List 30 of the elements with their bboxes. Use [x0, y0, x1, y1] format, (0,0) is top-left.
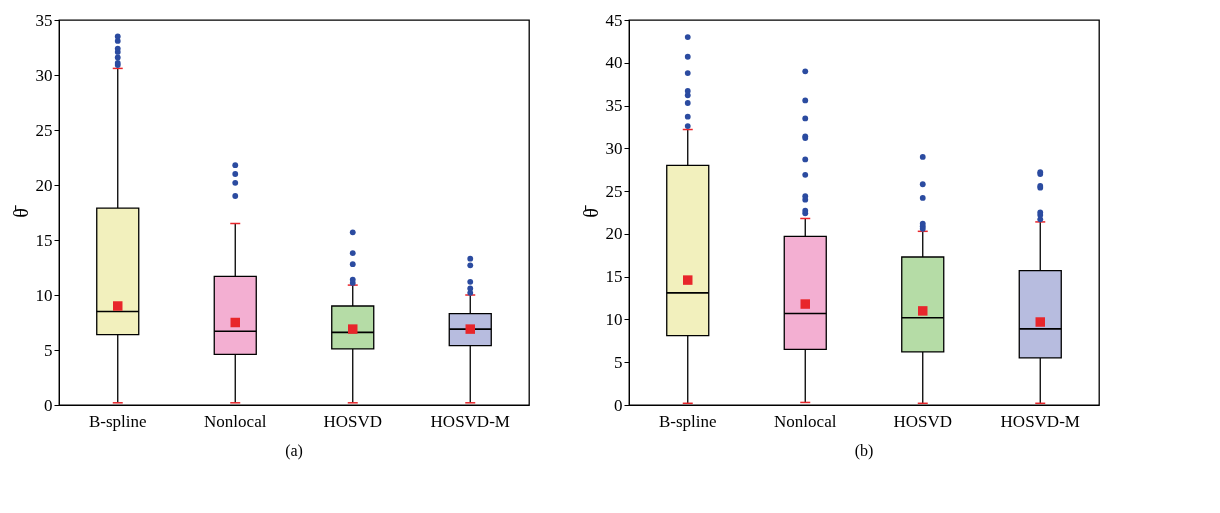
y-tick-label: 5: [44, 340, 53, 360]
y-tick-label: 25: [605, 181, 623, 201]
x-tick-label: B-spline: [658, 411, 717, 431]
x-tick-label: Nonlocal: [204, 411, 267, 431]
y-tick-label: 20: [35, 175, 53, 195]
x-tick-label: Nonlocal: [774, 411, 837, 431]
y-tick-label: 30: [35, 65, 53, 85]
y-tick-label: 15: [35, 230, 53, 250]
y-tick-label: 40: [605, 53, 623, 73]
y-axis-title: θ̄: [579, 204, 602, 218]
y-tick-label: 10: [35, 285, 53, 305]
y-tick-label: 35: [35, 10, 53, 30]
y-tick-label: 0: [44, 395, 53, 415]
text: (a): [285, 442, 303, 460]
x-tick-label: HOSVD-M: [430, 411, 510, 431]
x-tick-label: B-spline: [88, 411, 147, 431]
x-tick-label: HOSVD: [893, 411, 953, 431]
text: (b): [854, 442, 874, 460]
y-tick-label: 10: [605, 309, 623, 329]
y-tick-label: 0: [614, 395, 623, 415]
y-tick-label: 15: [605, 267, 623, 287]
y-tick-label: 5: [614, 352, 623, 372]
x-tick-label: HOSVD-M: [1000, 411, 1080, 431]
x-tick-label: HOSVD: [323, 411, 383, 431]
y-axis-title: θ̄: [9, 204, 32, 218]
y-tick-label: 45: [605, 10, 623, 30]
y-tick-label: 30: [605, 138, 623, 158]
y-tick-label: 20: [605, 224, 623, 244]
y-tick-label: 35: [605, 96, 623, 116]
y-tick-label: 25: [35, 120, 53, 140]
